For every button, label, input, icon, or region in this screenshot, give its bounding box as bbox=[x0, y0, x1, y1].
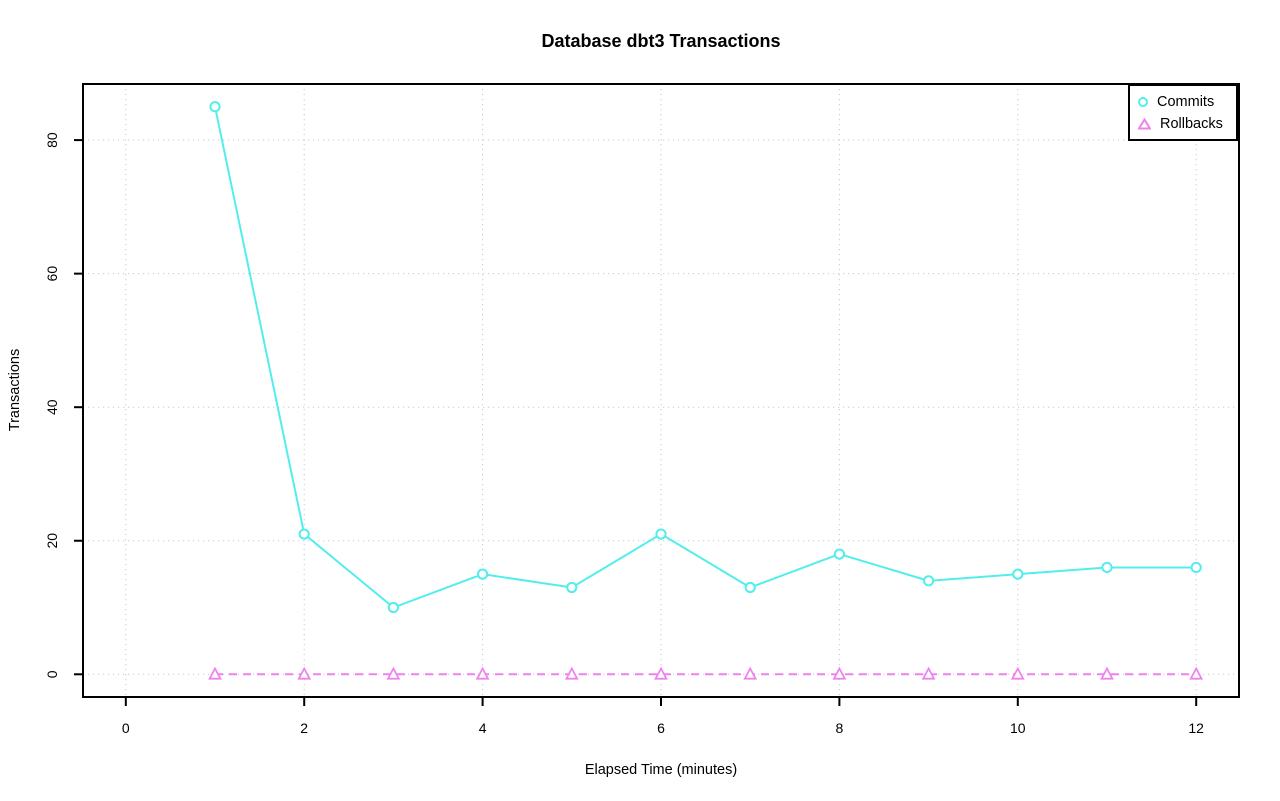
plot-border bbox=[82, 83, 1240, 698]
y-tick-label-20: 20 bbox=[44, 533, 60, 549]
data-point-commits-4 bbox=[477, 568, 489, 580]
legend: Commits Rollbacks bbox=[1128, 84, 1238, 141]
data-point-commits-8 bbox=[833, 548, 845, 560]
data-point-commits-9 bbox=[922, 575, 935, 587]
data-point-commits-5 bbox=[566, 581, 578, 594]
x-tick-label-12: 12 bbox=[1188, 720, 1204, 736]
y-axis-label: Transactions bbox=[7, 348, 23, 432]
data-point-rollbacks-9 bbox=[921, 666, 936, 680]
y-tick-label-60: 60 bbox=[44, 266, 60, 282]
legend-item-rollbacks: Rollbacks bbox=[1138, 115, 1236, 133]
x-tick-label-10: 10 bbox=[1010, 720, 1026, 736]
x-tick-label-2: 2 bbox=[300, 720, 308, 736]
data-point-rollbacks-11 bbox=[1100, 666, 1114, 680]
data-point-commits-6 bbox=[655, 528, 667, 540]
data-point-rollbacks-7 bbox=[743, 666, 758, 680]
data-point-commits-3 bbox=[387, 601, 400, 614]
data-point-commits-10 bbox=[1012, 568, 1024, 580]
data-point-rollbacks-4 bbox=[475, 666, 490, 680]
x-tick-label-6: 6 bbox=[657, 720, 665, 736]
y-tick-label-40: 40 bbox=[44, 399, 60, 415]
legend-item-commits: Commits bbox=[1138, 93, 1236, 111]
data-point-commits-11 bbox=[1101, 561, 1113, 574]
chart-title: Database dbt3 Transactions bbox=[541, 31, 781, 51]
data-point-rollbacks-1 bbox=[208, 666, 222, 680]
data-point-rollbacks-6 bbox=[654, 666, 668, 680]
legend-label-commits: Commits bbox=[1157, 93, 1215, 110]
x-tick-label-0: 0 bbox=[122, 720, 130, 736]
data-point-rollbacks-3 bbox=[386, 666, 401, 680]
series-line-commits bbox=[214, 106, 1197, 609]
data-point-rollbacks-2 bbox=[297, 666, 312, 680]
data-point-commits-7 bbox=[744, 581, 756, 594]
x-axis-label: Elapsed Time (minutes) bbox=[584, 762, 738, 778]
x-tick-label-8: 8 bbox=[835, 720, 843, 736]
data-point-commits-12 bbox=[1190, 561, 1202, 574]
data-point-commits-2 bbox=[298, 528, 310, 540]
data-point-rollbacks-10 bbox=[1010, 666, 1025, 680]
data-point-rollbacks-5 bbox=[564, 666, 579, 680]
legend-label-rollbacks: Rollbacks bbox=[1160, 115, 1223, 132]
data-point-rollbacks-8 bbox=[832, 666, 847, 680]
y-tick-label-80: 80 bbox=[44, 132, 60, 148]
x-tick-label-4: 4 bbox=[479, 720, 487, 736]
commits-circle-icon bbox=[1138, 96, 1148, 107]
data-point-commits-1 bbox=[209, 101, 221, 113]
y-tick-label-0: 0 bbox=[44, 670, 60, 678]
rollbacks-triangle-icon bbox=[1138, 117, 1151, 129]
data-point-rollbacks-12 bbox=[1189, 666, 1204, 680]
